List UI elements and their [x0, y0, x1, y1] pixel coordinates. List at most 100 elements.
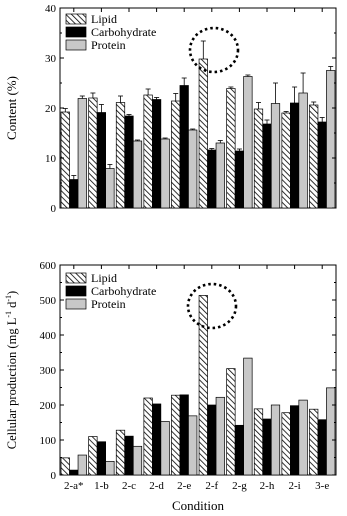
bottom-bar-lipid-1-b: [88, 436, 98, 476]
bottom-legend-label-carbohydrate: Carbohydrate: [91, 284, 156, 298]
top-bar-carbohydrate-2-e: [179, 85, 189, 209]
top-legend-swatch-carbohydrate: [65, 26, 87, 38]
top-x-axis: [73, 8, 323, 208]
bottom-bar-protein-2-g: [243, 357, 253, 476]
top-bar-carbohydrate-2-i: [290, 102, 300, 209]
bottom-bar-protein-2-h: [270, 404, 281, 476]
bottom-x-tick-label: 2-h: [260, 480, 275, 492]
top-bar-carbohydrate-1-b: [96, 112, 107, 209]
top-bar-lipid-2-e: [171, 100, 181, 209]
top-panel: 0 10 20 30 40 Content (%) LipidCarbohydrateP…: [4, 3, 337, 215]
bottom-x-tick-label: 1-b: [94, 480, 109, 492]
top-y-tick-label: 20: [45, 103, 57, 115]
bottom-y-axis-label: Cellular production (mg L-1 d-1): [4, 291, 19, 449]
bottom-legend-label-protein: Protein: [91, 297, 126, 311]
top-bar-carbohydrate-2-a*: [69, 179, 79, 209]
top-bar-lipid-2-h: [253, 108, 264, 209]
top-bar-lipid-2-a*: [60, 111, 70, 209]
bottom-x-tick-label: 2-i: [288, 480, 300, 492]
top-y-tick-label: 30: [45, 53, 57, 65]
top-legend-swatch-lipid: [65, 13, 87, 25]
bottom-legend-label-lipid: Lipid: [91, 271, 117, 285]
bottom-bar-protein-2-a*: [77, 454, 87, 476]
bottom-y-axis: 0 100 200 300 400 500 600: [40, 260, 336, 482]
bottom-bar-lipid-3-e: [309, 408, 319, 476]
top-legend-label-carbohydrate: Carbohydrate: [91, 25, 156, 39]
bottom-bar-carbohydrate-2-f: [207, 404, 217, 476]
bottom-bar-lipid-2-c: [115, 429, 126, 476]
top-bar-lipid-2-g: [226, 88, 236, 209]
top-bar-protein-2-d: [160, 138, 170, 209]
bottom-y-tick-label: 0: [51, 470, 57, 482]
bottom-bar-carbohydrate-3-e: [317, 419, 327, 476]
bottom-y-tick-label: 500: [40, 295, 57, 307]
bottom-bar-lipid-2-h: [253, 408, 264, 476]
top-highlight-circle: [188, 26, 240, 74]
top-y-axis: 0 10 20 30 40: [45, 3, 336, 215]
bottom-bar-carbohydrate-2-h: [262, 418, 272, 476]
top-bar-protein-3-e: [326, 70, 336, 209]
top-bar-lipid-2-d: [143, 94, 153, 209]
bottom-x-tick-label: 2-c: [122, 480, 136, 492]
bottom-x-tick-label: 3-e: [315, 480, 329, 492]
bottom-x-tick-label: 2-f: [205, 480, 218, 492]
top-bar-lipid-2-i: [281, 112, 291, 209]
bottom-bar-lipid-2-i: [281, 412, 291, 476]
top-bar-protein-2-e: [188, 129, 198, 209]
bottom-y-tick-label: 600: [40, 260, 57, 272]
bottom-bar-carbohydrate-2-c: [124, 435, 134, 476]
bottom-legend-swatch-carbohydrate: [65, 285, 87, 297]
top-bar-carbohydrate-3-e: [317, 121, 327, 209]
bottom-bar-protein-2-i: [298, 399, 308, 476]
top-bar-carbohydrate-2-d: [152, 99, 162, 209]
bottom-bar-protein-3-e: [326, 387, 336, 476]
bottom-bar-protein-2-d: [160, 421, 170, 476]
bottom-x-tick-label: 2-e: [177, 480, 191, 492]
top-bar-protein-2-i: [298, 92, 308, 209]
bottom-bar-lipid-2-g: [226, 368, 236, 476]
bottom-x-tick-label: 2-a*: [64, 480, 84, 492]
bottom-y-tick-label: 400: [40, 330, 57, 342]
top-bar-carbohydrate-2-f: [207, 149, 217, 209]
bottom-y-tick-label: 300: [40, 365, 57, 377]
top-bar-protein-2-g: [243, 76, 253, 209]
top-bar-lipid-2-c: [115, 102, 126, 209]
bottom-bar-carbohydrate-2-i: [290, 405, 300, 476]
top-legend-label-protein: Protein: [91, 38, 126, 52]
top-legend-label-lipid: Lipid: [91, 12, 117, 26]
bottom-x-tick-label: 2-d: [149, 480, 164, 492]
bottom-y-tick-label: 100: [40, 435, 57, 447]
bottom-legend-swatch-lipid: [65, 272, 87, 284]
bottom-bar-carbohydrate-1-b: [96, 441, 107, 476]
bottom-x-axis-label: Condition: [172, 498, 225, 513]
bottom-bar-protein-2-c: [132, 445, 143, 476]
top-bar-lipid-3-e: [309, 104, 319, 209]
bottom-x-axis: 2-a* 1-b 2-c 2-d 2-e 2-f 2-g 2-h 2-i 3-e: [64, 265, 329, 492]
bottom-bar-carbohydrate-2-e: [179, 394, 189, 476]
top-bar-protein-2-h: [270, 103, 281, 209]
bottom-y-tick-label: 200: [40, 400, 57, 412]
bottom-x-tick-label: 2-g: [232, 480, 247, 492]
bottom-bar-lipid-2-a*: [60, 457, 70, 476]
top-bar-carbohydrate-2-g: [234, 150, 244, 209]
bottom-bar-carbohydrate-2-d: [152, 403, 162, 476]
top-y-tick-label: 10: [45, 153, 57, 165]
bottom-bar-lipid-2-e: [171, 394, 181, 476]
top-y-tick-label: 40: [45, 3, 57, 15]
top-bar-carbohydrate-2-c: [124, 115, 134, 209]
bottom-bar-protein-2-e: [188, 415, 198, 476]
top-bar-protein-2-a*: [77, 98, 87, 209]
bottom-bar-lipid-2-d: [143, 397, 153, 476]
top-bar-protein-2-c: [132, 140, 143, 209]
top-legend-swatch-protein: [65, 39, 87, 51]
bottom-highlight-circle: [186, 282, 238, 330]
bottom-bar-protein-1-b: [105, 461, 115, 476]
top-bar-lipid-2-f: [198, 58, 208, 209]
top-y-axis-label: Content (%): [4, 76, 19, 140]
top-bar-carbohydrate-2-h: [262, 123, 272, 209]
bottom-bar-lipid-2-f: [198, 295, 208, 476]
